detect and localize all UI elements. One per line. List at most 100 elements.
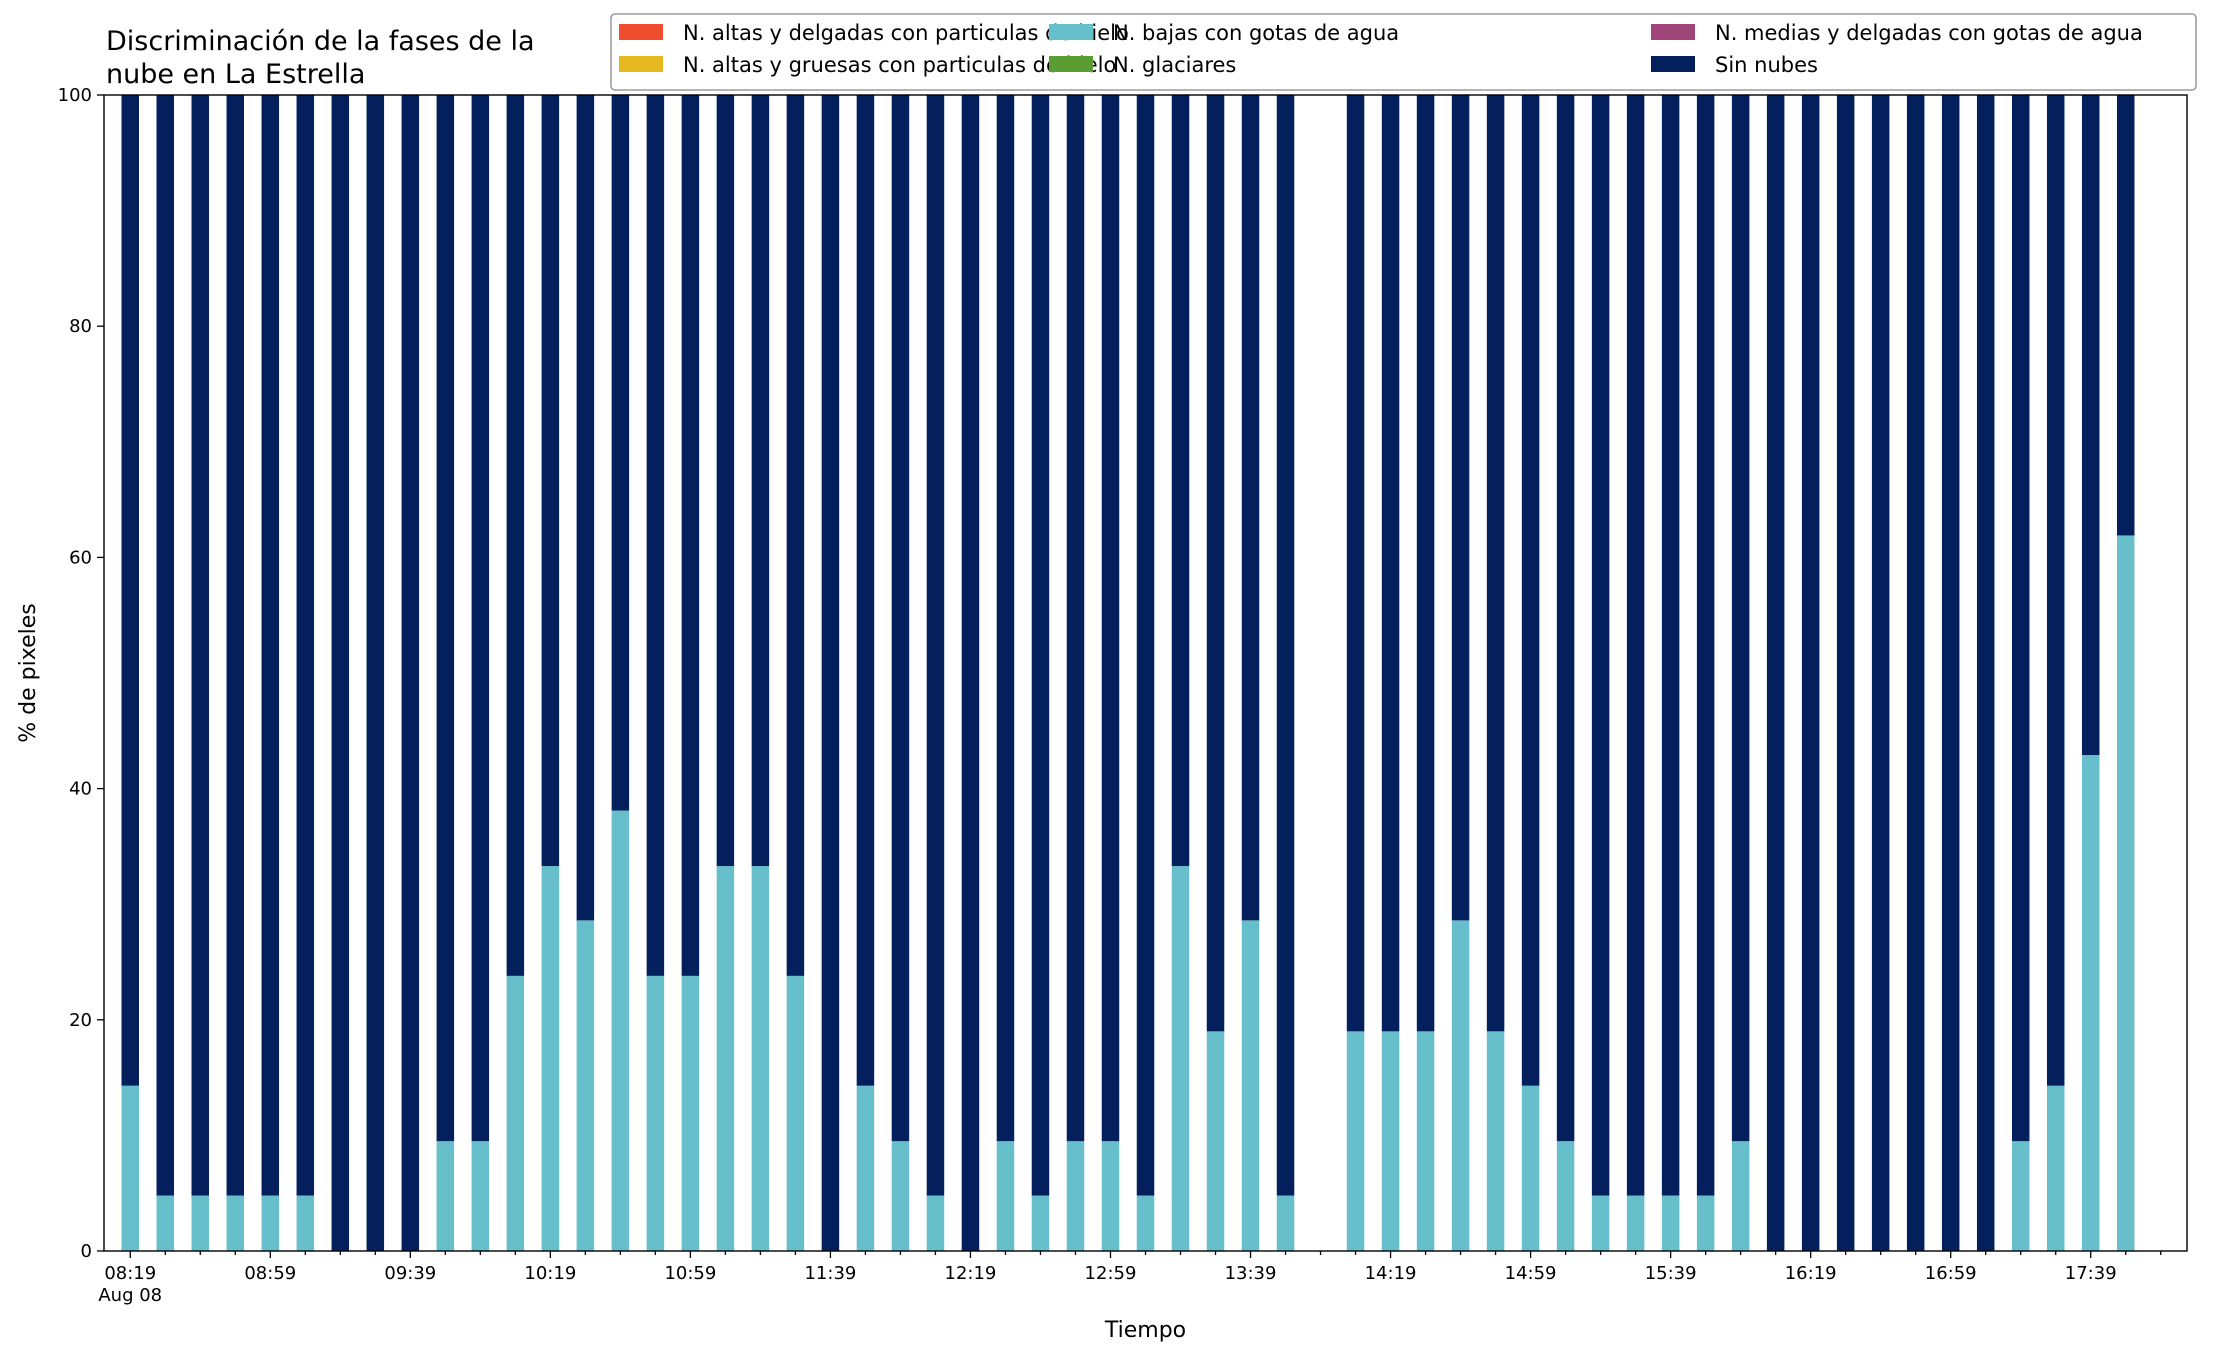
legend-swatch bbox=[1651, 24, 1695, 40]
bar-39-series-2 bbox=[1486, 1031, 1505, 1251]
bar-52-series-5 bbox=[1941, 95, 1960, 1251]
bar-36-series-5 bbox=[1381, 95, 1400, 1032]
bar-39-series-5 bbox=[1486, 95, 1505, 1032]
bar-16-series-5 bbox=[681, 95, 700, 976]
bar-23-series-5 bbox=[926, 95, 945, 1196]
bar-54-series-2 bbox=[2011, 1141, 2030, 1251]
bar-2-series-2 bbox=[191, 1195, 210, 1251]
bar-21-series-2 bbox=[856, 1085, 875, 1251]
bar-3-series-5 bbox=[226, 95, 245, 1196]
bar-14-series-2 bbox=[611, 810, 630, 1251]
bar-16-series-2 bbox=[681, 975, 700, 1251]
y-tick-label: 60 bbox=[69, 547, 92, 568]
bar-25-series-5 bbox=[996, 95, 1015, 1142]
bar-28-series-2 bbox=[1101, 1141, 1120, 1251]
x-tick-label: 08:19 bbox=[104, 1263, 156, 1284]
bar-42-series-2 bbox=[1591, 1195, 1610, 1251]
bar-20-series-5 bbox=[821, 95, 840, 1251]
chart-legend: N. altas y delgadas con particulas de hi… bbox=[610, 13, 2197, 91]
bar-33-series-5 bbox=[1276, 95, 1295, 1196]
bar-2-series-5 bbox=[191, 95, 210, 1196]
y-tick-label: 100 bbox=[58, 85, 92, 106]
bar-29-series-2 bbox=[1136, 1195, 1155, 1251]
bar-22-series-5 bbox=[891, 95, 910, 1142]
bar-0-series-2 bbox=[121, 1085, 139, 1251]
legend-label: N. glaciares bbox=[1113, 53, 1236, 77]
bar-41-series-2 bbox=[1556, 1141, 1575, 1251]
y-tick-label: 40 bbox=[69, 779, 92, 800]
axes-layer: 0 20 40 60 80 100 08:19 08:59 09:39 10:19 10:59 11:… bbox=[16, 85, 2188, 1343]
bar-13-series-2 bbox=[576, 920, 595, 1251]
bar-33-series-2 bbox=[1276, 1195, 1295, 1251]
bar-4-series-2 bbox=[261, 1195, 280, 1251]
bar-40-series-2 bbox=[1521, 1085, 1540, 1251]
bar-11-series-2 bbox=[506, 975, 525, 1251]
bar-11-series-5 bbox=[506, 95, 525, 976]
bar-23-series-2 bbox=[926, 1195, 945, 1251]
bar-26-series-2 bbox=[1031, 1195, 1050, 1251]
bar-49-series-5 bbox=[1836, 95, 1855, 1251]
legend-swatch bbox=[619, 56, 663, 72]
bar-35-series-5 bbox=[1346, 95, 1365, 1032]
bar-56-series-5 bbox=[2081, 95, 2100, 756]
bar-28-series-5 bbox=[1101, 95, 1120, 1142]
bar-37-series-5 bbox=[1416, 95, 1435, 1032]
legend-swatch bbox=[1651, 56, 1695, 72]
bar-55-series-2 bbox=[2046, 1085, 2065, 1251]
x-tick-label: 10:19 bbox=[524, 1263, 576, 1284]
bar-19-series-5 bbox=[786, 95, 805, 976]
bar-56-series-2 bbox=[2081, 755, 2100, 1251]
bar-12-series-5 bbox=[541, 95, 560, 867]
bar-51-series-5 bbox=[1906, 95, 1925, 1251]
legend-label: N. bajas con gotas de agua bbox=[1113, 21, 1399, 45]
bar-38-series-2 bbox=[1451, 920, 1470, 1251]
legend-box bbox=[610, 13, 2197, 91]
bar-54-series-5 bbox=[2011, 95, 2030, 1142]
legend-label: Sin nubes bbox=[1715, 53, 1818, 77]
bar-5-series-2 bbox=[296, 1195, 315, 1251]
x-date-label: Aug 08 bbox=[98, 1285, 162, 1306]
bar-44-series-2 bbox=[1661, 1195, 1680, 1251]
bar-27-series-5 bbox=[1066, 95, 1085, 1142]
bars-layer bbox=[121, 95, 2135, 1251]
x-tick-label: 11:39 bbox=[804, 1263, 856, 1284]
bar-55-series-5 bbox=[2046, 95, 2065, 1086]
legend-label: N. medias y delgadas con gotas de agua bbox=[1715, 21, 2143, 45]
bar-45-series-2 bbox=[1696, 1195, 1715, 1251]
bar-1-series-2 bbox=[156, 1195, 175, 1251]
chart-title: Discriminación de la fases de la nube en … bbox=[106, 26, 535, 90]
x-tick-label: 13:39 bbox=[1225, 1263, 1277, 1284]
legend-label: N. altas y gruesas con particulas de hie… bbox=[683, 53, 1116, 77]
bar-7-series-5 bbox=[366, 95, 385, 1251]
bar-40-series-5 bbox=[1521, 95, 1540, 1086]
y-tick-label: 20 bbox=[69, 1010, 92, 1031]
bar-30-series-2 bbox=[1171, 866, 1190, 1251]
bar-26-series-5 bbox=[1031, 95, 1050, 1196]
x-tick-label: 12:19 bbox=[945, 1263, 997, 1284]
bar-17-series-5 bbox=[716, 95, 735, 867]
bar-43-series-2 bbox=[1626, 1195, 1645, 1251]
bar-29-series-5 bbox=[1136, 95, 1155, 1196]
chart-title-text: Discriminación de la fases de la nube en … bbox=[106, 26, 535, 90]
bar-22-series-2 bbox=[891, 1141, 910, 1251]
bar-12-series-2 bbox=[541, 866, 560, 1251]
bar-17-series-2 bbox=[716, 866, 735, 1251]
legend-swatch bbox=[1049, 56, 1093, 72]
bar-21-series-5 bbox=[856, 95, 875, 1086]
bar-46-series-2 bbox=[1731, 1141, 1750, 1251]
bar-18-series-5 bbox=[751, 95, 770, 867]
bar-14-series-5 bbox=[611, 95, 630, 811]
bar-43-series-5 bbox=[1626, 95, 1645, 1196]
bar-57-series-2 bbox=[2116, 535, 2135, 1251]
x-tick-label: 08:59 bbox=[244, 1263, 296, 1284]
x-tick-label: 15:39 bbox=[1645, 1263, 1697, 1284]
bar-37-series-2 bbox=[1416, 1031, 1435, 1251]
bar-13-series-5 bbox=[576, 95, 595, 921]
bar-10-series-5 bbox=[471, 95, 490, 1142]
bar-24-series-5 bbox=[961, 95, 980, 1251]
x-tick-label: 14:59 bbox=[1505, 1263, 1557, 1284]
bar-32-series-2 bbox=[1241, 920, 1260, 1251]
legend-swatch bbox=[1049, 24, 1093, 40]
